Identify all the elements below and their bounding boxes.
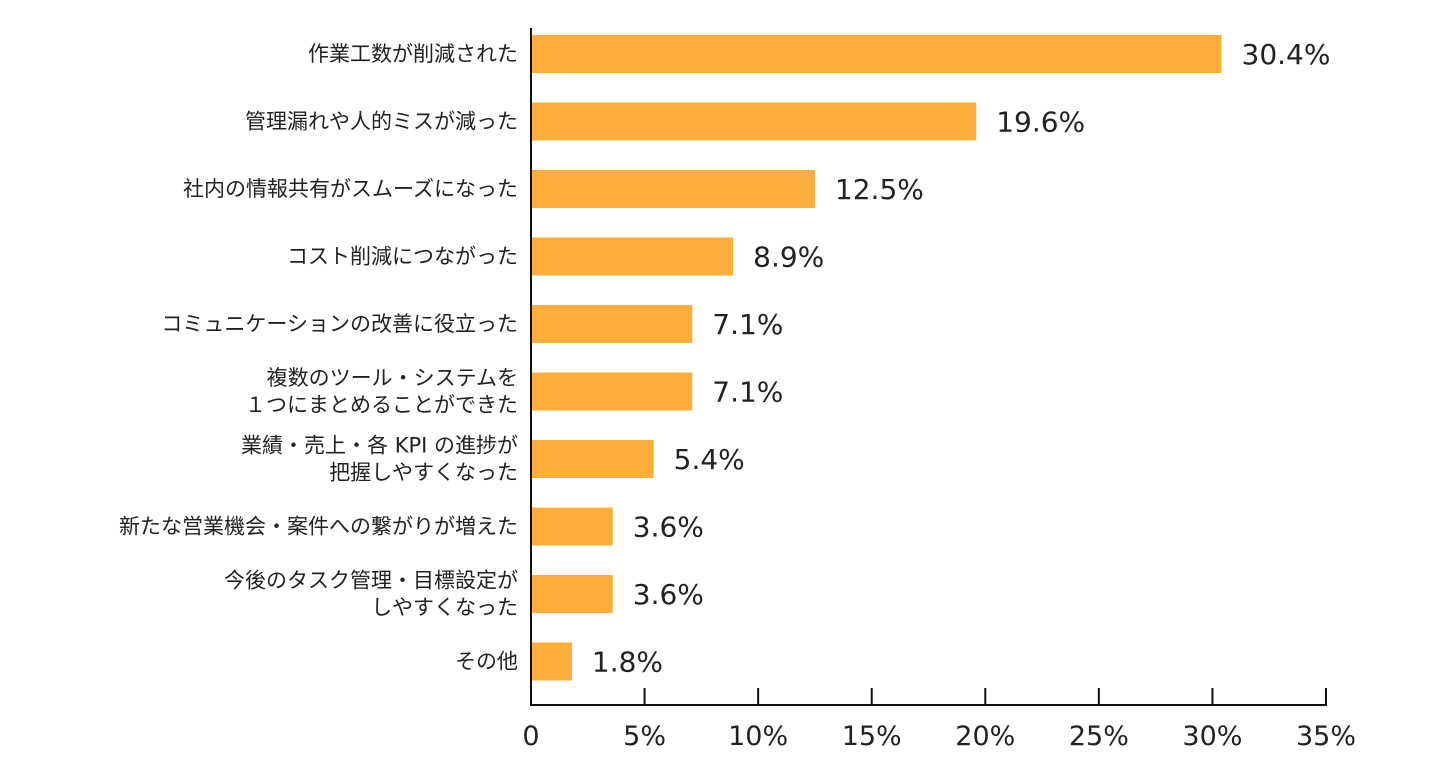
value-label-2: 12.5% bbox=[835, 173, 924, 206]
value-label-0: 30.4% bbox=[1242, 38, 1331, 71]
value-label-4: 7.1% bbox=[712, 308, 783, 341]
category-label-8-line-1: しやすくなった bbox=[371, 596, 518, 620]
value-label-3: 8.9% bbox=[753, 241, 824, 274]
x-tick-label-3: 15% bbox=[842, 721, 902, 752]
x-axis: 0 5% 10% 15% 20% 25% 30% 35% bbox=[522, 28, 1356, 752]
bar-5 bbox=[531, 372, 693, 411]
category-label-0: 作業工数が削減された bbox=[308, 42, 518, 66]
x-tick-label-5: 25% bbox=[1069, 721, 1129, 752]
bar-2 bbox=[531, 170, 815, 208]
x-tick-label-7: 35% bbox=[1296, 721, 1356, 752]
category-label-9: その他 bbox=[455, 650, 518, 674]
bar-7 bbox=[531, 507, 613, 546]
x-tick-label-2: 10% bbox=[728, 721, 788, 752]
category-label-6-line-0: 業績・売上・各 KPI の進捗が bbox=[241, 434, 518, 458]
category-label-5-line-0: 複数のツール・システムを bbox=[267, 366, 518, 390]
bar-8 bbox=[531, 575, 613, 613]
bars-layer bbox=[531, 35, 1222, 681]
category-label-6-line-1: 把握しやすくなった bbox=[329, 461, 518, 485]
category-label-5-line-1: １つにまとめることができた bbox=[245, 393, 518, 417]
category-label-8-line-0: 今後のタスク管理・目標設定が bbox=[224, 569, 518, 593]
category-labels-layer: 作業工数が削減された管理漏れや人的ミスが減った社内の情報共有がスムーズになったコ… bbox=[119, 42, 518, 674]
category-label-1: 管理漏れや人的ミスが減った bbox=[245, 110, 518, 134]
category-label-4: コミュニケーションの改善に役立った bbox=[161, 312, 518, 336]
value-labels-layer: 30.4% 19.6% 12.5% 8.9% 7.1% 7.1% 5.4% 3.6% 3.6% 1… bbox=[592, 38, 1331, 679]
category-label-3: コスト削減につながった bbox=[287, 245, 518, 269]
category-label-7: 新たな営業機会・案件への繋がりが増えた bbox=[119, 515, 518, 539]
value-label-1: 19.6% bbox=[996, 106, 1085, 139]
bar-3 bbox=[531, 237, 734, 276]
bar-1 bbox=[531, 102, 977, 141]
x-tick-label-0: 0 bbox=[522, 721, 539, 752]
x-tick-label-4: 20% bbox=[955, 721, 1015, 752]
bar-9 bbox=[531, 642, 572, 681]
value-label-8: 3.6% bbox=[633, 578, 704, 611]
bar-4 bbox=[531, 305, 693, 343]
value-label-7: 3.6% bbox=[633, 511, 704, 544]
bar-6 bbox=[531, 440, 654, 478]
value-label-5: 7.1% bbox=[712, 376, 783, 409]
category-label-2: 社内の情報共有がスムーズになった bbox=[183, 177, 518, 201]
x-tick-label-1: 5% bbox=[623, 721, 666, 752]
value-label-6: 5.4% bbox=[674, 443, 745, 476]
bar-0 bbox=[531, 35, 1222, 73]
value-label-9: 1.8% bbox=[592, 646, 663, 679]
x-tick-label-6: 30% bbox=[1182, 721, 1242, 752]
